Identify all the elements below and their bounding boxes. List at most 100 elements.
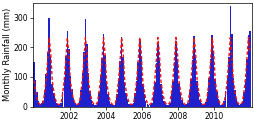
Bar	[75, 105, 77, 107]
Bar	[248, 31, 250, 107]
Bar	[120, 37, 122, 107]
Bar	[155, 63, 156, 107]
Bar	[87, 73, 89, 107]
Bar	[59, 104, 60, 107]
Bar	[226, 78, 227, 107]
Bar	[247, 35, 248, 107]
Bar	[114, 103, 116, 107]
Bar	[241, 102, 242, 107]
Bar	[132, 103, 134, 107]
Bar	[149, 105, 150, 107]
Bar	[80, 90, 81, 107]
Bar	[72, 98, 74, 107]
Bar	[204, 102, 206, 107]
Bar	[156, 42, 158, 107]
Bar	[56, 103, 57, 107]
Bar	[116, 94, 117, 107]
Bar	[36, 92, 38, 107]
Bar	[206, 92, 208, 107]
Bar	[162, 101, 164, 107]
Bar	[99, 76, 101, 107]
Bar	[147, 105, 149, 107]
Bar	[74, 103, 75, 107]
Bar	[199, 100, 200, 107]
Bar	[66, 31, 68, 107]
Bar	[158, 59, 160, 107]
Bar	[78, 101, 80, 107]
Bar	[117, 81, 119, 107]
Bar	[101, 58, 102, 107]
Bar	[223, 101, 224, 107]
Bar	[42, 101, 44, 107]
Bar	[239, 104, 241, 107]
Bar	[104, 55, 105, 107]
Bar	[181, 100, 182, 107]
Bar	[129, 105, 131, 107]
Bar	[62, 92, 63, 107]
Bar	[102, 34, 104, 107]
Bar	[60, 103, 62, 107]
Bar	[134, 93, 135, 107]
Bar	[47, 52, 48, 107]
Bar	[227, 57, 229, 107]
Bar	[144, 101, 146, 107]
Bar	[197, 92, 199, 107]
Bar	[152, 94, 153, 107]
Bar	[230, 34, 232, 107]
Bar	[235, 98, 236, 107]
Bar	[65, 56, 66, 107]
Bar	[63, 78, 65, 107]
Bar	[51, 84, 53, 107]
Bar	[54, 99, 56, 107]
Bar	[68, 49, 69, 107]
Bar	[153, 82, 155, 107]
Bar	[69, 76, 71, 107]
Bar	[215, 91, 217, 107]
Bar	[107, 94, 108, 107]
Bar	[38, 101, 39, 107]
Bar	[244, 79, 245, 107]
Bar	[57, 104, 59, 107]
Bar	[168, 103, 170, 107]
Bar	[179, 93, 181, 107]
Bar	[140, 58, 141, 107]
Bar	[224, 91, 226, 107]
Bar	[143, 94, 145, 107]
Bar	[165, 105, 167, 107]
Bar	[209, 59, 211, 107]
Bar	[203, 104, 204, 107]
Bar	[176, 59, 178, 107]
Bar	[45, 74, 47, 107]
Bar	[105, 81, 107, 107]
Bar	[119, 61, 120, 107]
Bar	[126, 100, 128, 107]
Bar	[221, 104, 223, 107]
Bar	[242, 92, 244, 107]
Bar	[93, 105, 95, 107]
Bar	[35, 80, 36, 107]
Bar	[186, 103, 188, 107]
Bar	[229, 6, 230, 107]
Bar	[111, 105, 113, 107]
Bar	[135, 81, 137, 107]
Bar	[90, 100, 92, 107]
Bar	[86, 44, 87, 107]
Bar	[167, 105, 168, 107]
Bar	[131, 104, 132, 107]
Bar	[173, 62, 174, 107]
Bar	[185, 104, 186, 107]
Bar	[141, 84, 143, 107]
Bar	[232, 78, 233, 107]
Bar	[237, 105, 239, 107]
Bar	[212, 53, 214, 107]
Bar	[193, 36, 194, 107]
Bar	[108, 101, 110, 107]
Bar	[33, 62, 35, 107]
Bar	[81, 73, 83, 107]
Bar	[84, 19, 86, 107]
Bar	[146, 104, 147, 107]
Bar	[95, 105, 96, 107]
Bar	[123, 82, 125, 107]
Bar	[211, 35, 212, 107]
Bar	[150, 103, 152, 107]
